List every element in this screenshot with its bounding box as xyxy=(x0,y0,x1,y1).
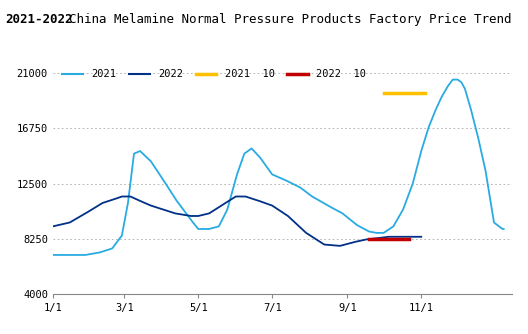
Legend: 2021, 2022, 2021  10, 2022  10: 2021, 2022, 2021 10, 2022 10 xyxy=(58,65,371,84)
Text: 2021-2022: 2021-2022 xyxy=(5,13,73,26)
Text: China Melamine Normal Pressure Products Factory Price Trend: China Melamine Normal Pressure Products … xyxy=(69,13,511,26)
